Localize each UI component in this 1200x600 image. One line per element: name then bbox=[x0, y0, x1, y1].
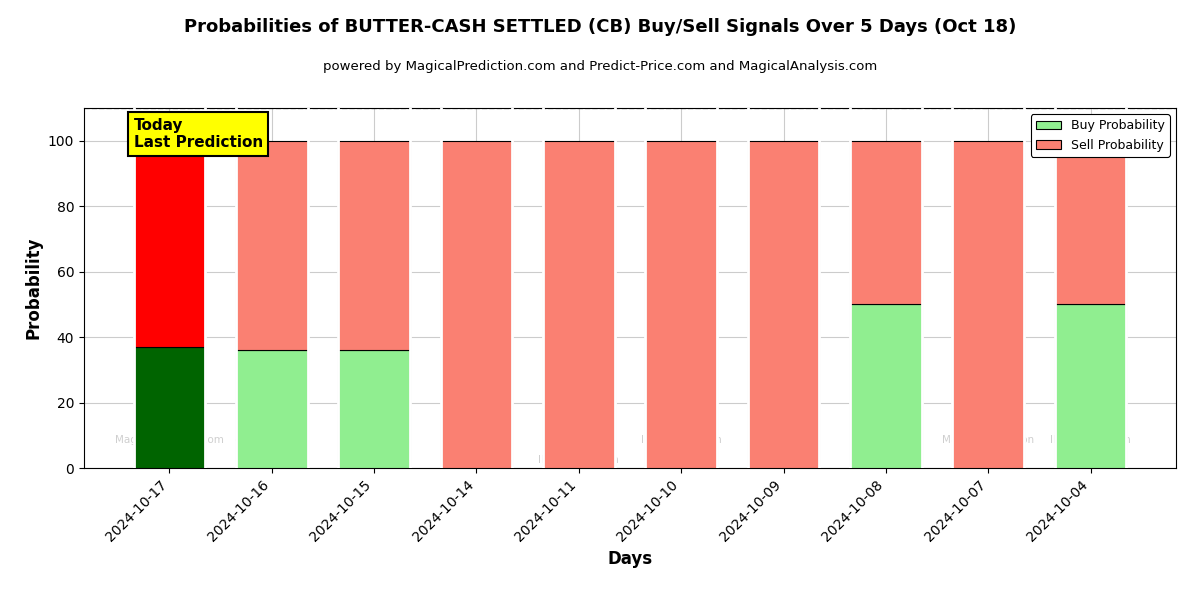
Text: IPrediction: IPrediction bbox=[756, 435, 811, 445]
Text: lPrediction.com: lPrediction.com bbox=[539, 455, 619, 465]
Text: powered by MagicalPrediction.com and Predict-Price.com and MagicalAnalysis.com: powered by MagicalPrediction.com and Pre… bbox=[323, 60, 877, 73]
Text: IPrediction.com: IPrediction.com bbox=[1050, 435, 1130, 445]
Text: calAnalysis.co: calAnalysis.co bbox=[235, 435, 308, 445]
Text: calA: calA bbox=[466, 435, 487, 445]
Bar bbox=[236, 141, 307, 350]
Text: Magica: Magica bbox=[560, 435, 598, 445]
Bar bbox=[544, 141, 614, 468]
Bar bbox=[748, 141, 820, 468]
Text: MagicalAnalysis.com: MagicalAnalysis.com bbox=[115, 435, 224, 445]
X-axis label: Days: Days bbox=[607, 550, 653, 568]
Bar bbox=[440, 141, 512, 468]
Bar bbox=[338, 350, 410, 468]
Text: calAnalysis.co: calAnalysis.co bbox=[848, 435, 923, 445]
Text: lPrediction.com: lPrediction.com bbox=[641, 435, 721, 445]
Bar bbox=[850, 304, 922, 468]
Bar bbox=[1055, 304, 1127, 468]
Y-axis label: Probability: Probability bbox=[24, 237, 42, 339]
Text: .com: .com bbox=[770, 455, 797, 465]
Text: calAnalysis.co: calAnalysis.co bbox=[337, 435, 412, 445]
Bar bbox=[953, 141, 1024, 468]
Text: MagicalPrediction: MagicalPrediction bbox=[942, 435, 1034, 445]
Bar bbox=[133, 141, 205, 347]
Bar bbox=[1055, 141, 1127, 304]
Text: .com: .com bbox=[976, 455, 1001, 465]
Bar bbox=[133, 347, 205, 468]
Bar bbox=[850, 141, 922, 304]
Bar bbox=[236, 350, 307, 468]
Text: Probabilities of BUTTER-CASH SETTLED (CB) Buy/Sell Signals Over 5 Days (Oct 18): Probabilities of BUTTER-CASH SETTLED (CB… bbox=[184, 18, 1016, 36]
Text: Today
Last Prediction: Today Last Prediction bbox=[133, 118, 263, 150]
Bar bbox=[338, 141, 410, 350]
Legend: Buy Probability, Sell Probability: Buy Probability, Sell Probability bbox=[1031, 114, 1170, 157]
Bar bbox=[646, 141, 716, 468]
Text: nalysis.co: nalysis.co bbox=[451, 455, 503, 465]
